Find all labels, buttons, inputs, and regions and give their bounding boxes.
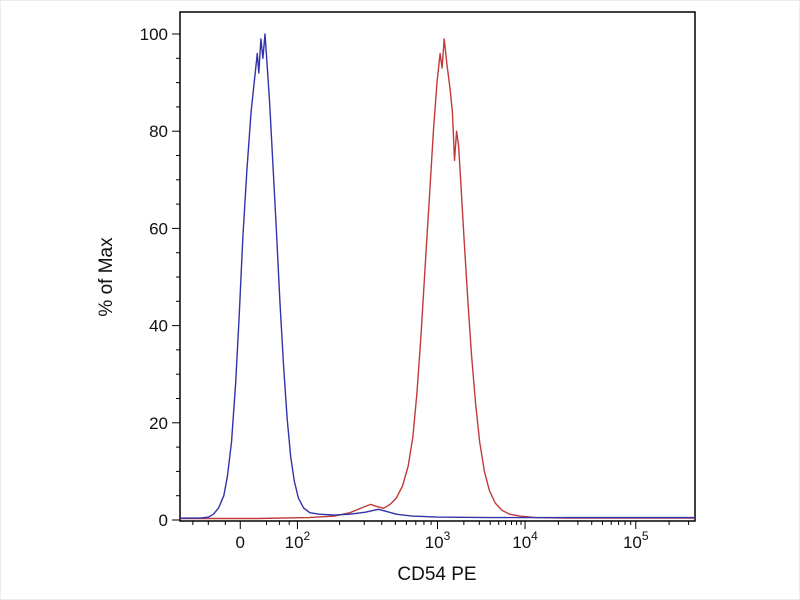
x-axis-ticks <box>192 521 690 529</box>
x-tick-exponent: 3 <box>444 529 451 543</box>
x-tick-exponent: 4 <box>531 529 538 543</box>
x-tick-label: 103 <box>425 529 451 552</box>
y-tick-label: 80 <box>149 122 168 141</box>
x-tick-exponent: 2 <box>304 529 311 543</box>
x-tick-exponent: 5 <box>642 529 649 543</box>
y-tick-label: 100 <box>140 25 168 44</box>
x-axis-title: CD54 PE <box>397 564 476 585</box>
y-axis-ticks <box>172 33 180 521</box>
y-tick-label: 20 <box>149 414 168 433</box>
x-axis-tick-labels: 0 102 103 104 105 <box>236 529 649 552</box>
red-curve <box>180 38 695 520</box>
blue-curve <box>180 33 695 519</box>
y-tick-label: 0 <box>159 511 168 530</box>
x-tick-label: 0 <box>236 533 245 552</box>
x-tick-label: 104 <box>512 529 538 552</box>
plot-border <box>179 11 696 522</box>
x-tick-label: 102 <box>285 529 311 552</box>
y-tick-label: 60 <box>149 219 168 238</box>
y-axis-tick-labels: 0 20 40 60 80 100 <box>140 25 168 530</box>
y-axis-title: % of Max <box>96 237 117 317</box>
y-tick-label: 40 <box>149 317 168 336</box>
x-tick-label: 105 <box>623 529 649 552</box>
